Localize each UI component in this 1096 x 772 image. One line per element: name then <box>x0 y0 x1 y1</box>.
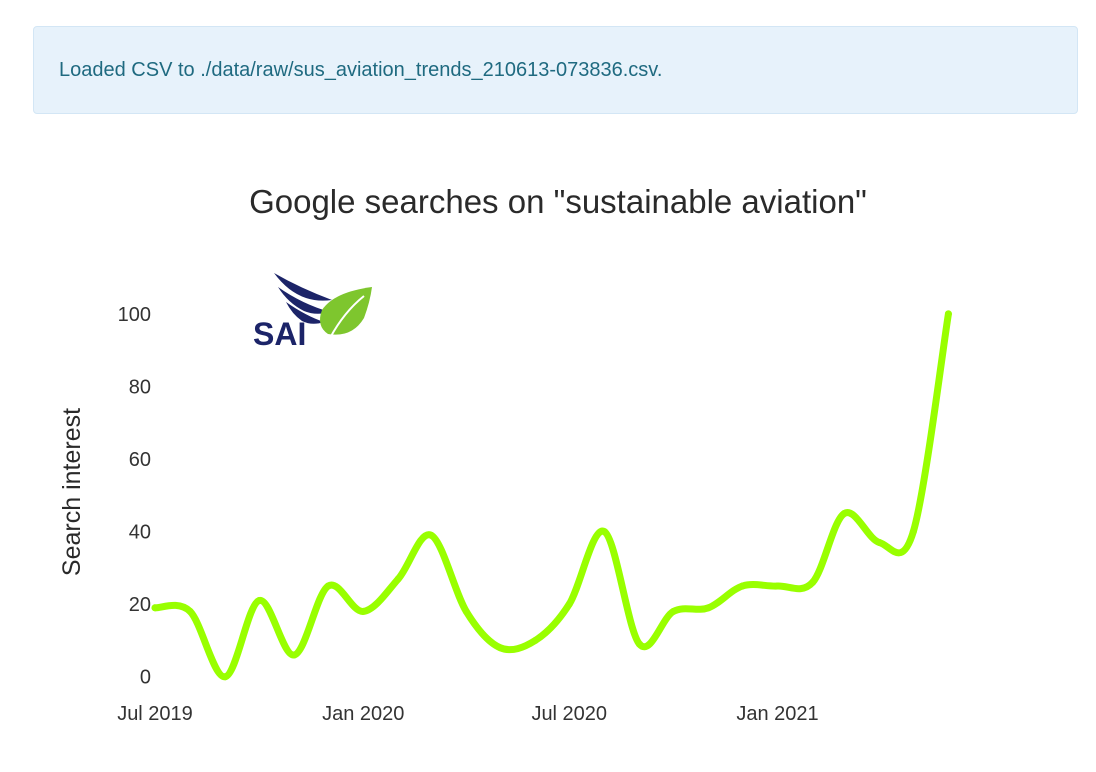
y-tick-label: 100 <box>118 304 151 326</box>
y-tick-label: 0 <box>140 667 151 689</box>
x-tick-label: Jul 2019 <box>117 703 193 725</box>
leaf-icon <box>320 287 372 335</box>
y-tick-label: 60 <box>129 449 151 471</box>
data-point <box>221 673 229 681</box>
leaf-vein <box>329 295 365 339</box>
data-point <box>531 636 539 644</box>
data-point <box>944 310 952 318</box>
data-point <box>496 644 504 652</box>
data-point <box>840 509 848 517</box>
data-point <box>359 607 367 615</box>
data-point <box>875 538 883 546</box>
series-line <box>151 310 952 681</box>
data-point <box>186 607 194 615</box>
data-point <box>427 531 435 539</box>
alert-message: Loaded CSV to ./data/raw/sus_aviation_tr… <box>59 59 663 81</box>
x-axis: Jul 2019 Jan 2020 Jul 2020 Jan 2021 <box>117 703 818 725</box>
x-tick-label: Jan 2021 <box>736 703 818 725</box>
data-point <box>324 582 332 590</box>
data-point <box>909 528 917 536</box>
x-tick-label: Jan 2020 <box>322 703 404 725</box>
x-tick-label: Jul 2020 <box>531 703 607 725</box>
y-tick-label: 40 <box>129 522 151 544</box>
data-point <box>738 582 746 590</box>
data-points <box>151 310 952 681</box>
data-point <box>809 578 817 586</box>
y-axis: 0 20 40 60 80 100 <box>118 304 151 689</box>
data-point <box>394 575 402 583</box>
y-tick-label: 20 <box>129 594 151 616</box>
data-point <box>635 640 643 648</box>
data-point <box>669 607 677 615</box>
data-point <box>565 600 573 608</box>
y-tick-label: 80 <box>129 376 151 398</box>
info-alert: Loaded CSV to ./data/raw/sus_aviation_tr… <box>33 26 1078 114</box>
chart-title: Google searches on "sustainable aviation… <box>249 183 867 220</box>
data-point <box>255 597 263 605</box>
logo-text: SAI <box>253 316 306 352</box>
data-point <box>704 604 712 612</box>
data-point <box>774 582 782 590</box>
data-point <box>600 528 608 536</box>
data-point <box>290 651 298 659</box>
data-point <box>151 604 159 612</box>
sai-logo: SAI <box>253 273 372 352</box>
data-point <box>462 607 470 615</box>
y-axis-label: Search interest <box>58 408 86 576</box>
